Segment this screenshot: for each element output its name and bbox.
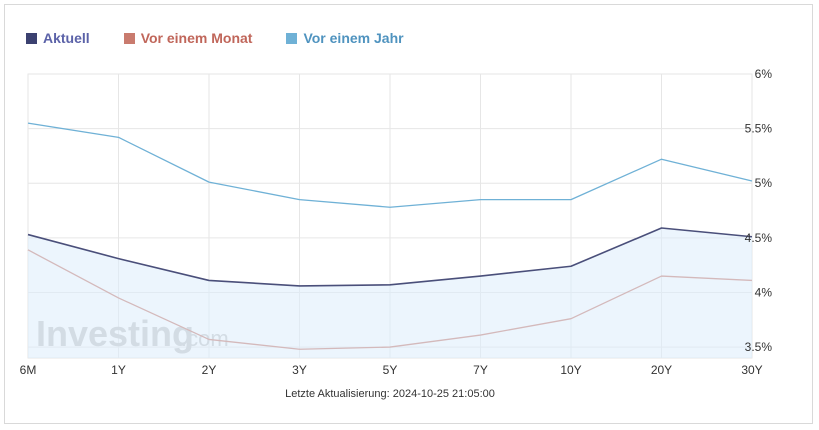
point-vor-einem-jahr-7y[interactable]	[478, 197, 484, 203]
point-aktuell-7y[interactable]	[478, 273, 484, 279]
point-aktuell-6m[interactable]	[25, 232, 31, 238]
y-tick-label: 6%	[755, 67, 773, 81]
legend-item-aktuell[interactable]: Aktuell	[26, 30, 90, 46]
point-vor-einem-jahr-2y[interactable]	[206, 179, 212, 185]
point-aktuell-2y[interactable]	[206, 277, 212, 283]
line-vor-einem-jahr[interactable]	[27, 122, 753, 208]
y-tick-label: 5%	[755, 176, 773, 190]
y-axis-ticks: 3.5% 4% 4.5% 5% 5.5% 6%	[745, 67, 773, 354]
point-vor-einem-jahr-3y[interactable]	[297, 197, 303, 203]
last-updated-footer: Letzte Aktualisierung: 2024-10-25 21:05:…	[285, 388, 495, 400]
legend-label-aktuell: Aktuell	[43, 30, 90, 46]
series-layer	[25, 120, 753, 358]
legend-swatch-aktuell	[26, 32, 37, 44]
point-aktuell-5y[interactable]	[387, 282, 393, 288]
point-vor-einem-jahr-20y[interactable]	[659, 156, 665, 162]
legend-label-vor-einem-monat: Vor einem Monat	[140, 30, 253, 46]
x-tick-label: 20Y	[651, 363, 672, 377]
x-tick-label: 2Y	[202, 363, 217, 377]
x-tick-label: 1Y	[111, 363, 126, 377]
point-vor-einem-jahr-10y[interactable]	[568, 197, 574, 203]
y-tick-label: 5.5%	[745, 122, 773, 136]
point-aktuell-3y[interactable]	[297, 283, 303, 289]
point-vor-einem-jahr-5y[interactable]	[387, 204, 393, 210]
point-vor-einem-jahr-1y[interactable]	[116, 134, 122, 140]
x-tick-label: 30Y	[741, 363, 762, 377]
point-vor-einem-jahr-6m[interactable]	[25, 120, 31, 126]
legend-swatch-vor-einem-jahr	[286, 32, 298, 44]
x-axis-ticks: 6M 1Y 2Y 3Y 5Y 7Y 10Y 20Y 30Y	[20, 363, 763, 377]
x-tick-label: 7Y	[473, 363, 488, 377]
x-tick-label: 5Y	[383, 363, 398, 377]
legend-item-vor-einem-monat[interactable]: Vor einem Monat	[123, 30, 253, 46]
point-aktuell-10y[interactable]	[568, 263, 574, 269]
x-tick-label: 10Y	[560, 363, 581, 377]
legend-label-vor-einem-jahr: Vor einem Jahr	[303, 30, 404, 46]
y-tick-label: 4%	[755, 285, 773, 299]
chart-legend: Aktuell Vor einem Monat Vor einem Jahr	[26, 28, 438, 48]
point-aktuell-20y[interactable]	[659, 225, 665, 231]
y-tick-label: 3.5%	[745, 340, 773, 354]
y-tick-label: 4.5%	[745, 231, 773, 245]
x-tick-label: 6M	[20, 363, 37, 377]
point-aktuell-1y[interactable]	[116, 256, 122, 262]
area-aktuell	[28, 228, 752, 358]
x-tick-label: 3Y	[292, 363, 307, 377]
legend-item-vor-einem-jahr[interactable]: Vor einem Jahr	[286, 30, 404, 46]
legend-swatch-vor-einem-monat	[123, 32, 135, 44]
line-aktuell[interactable]	[27, 227, 753, 287]
